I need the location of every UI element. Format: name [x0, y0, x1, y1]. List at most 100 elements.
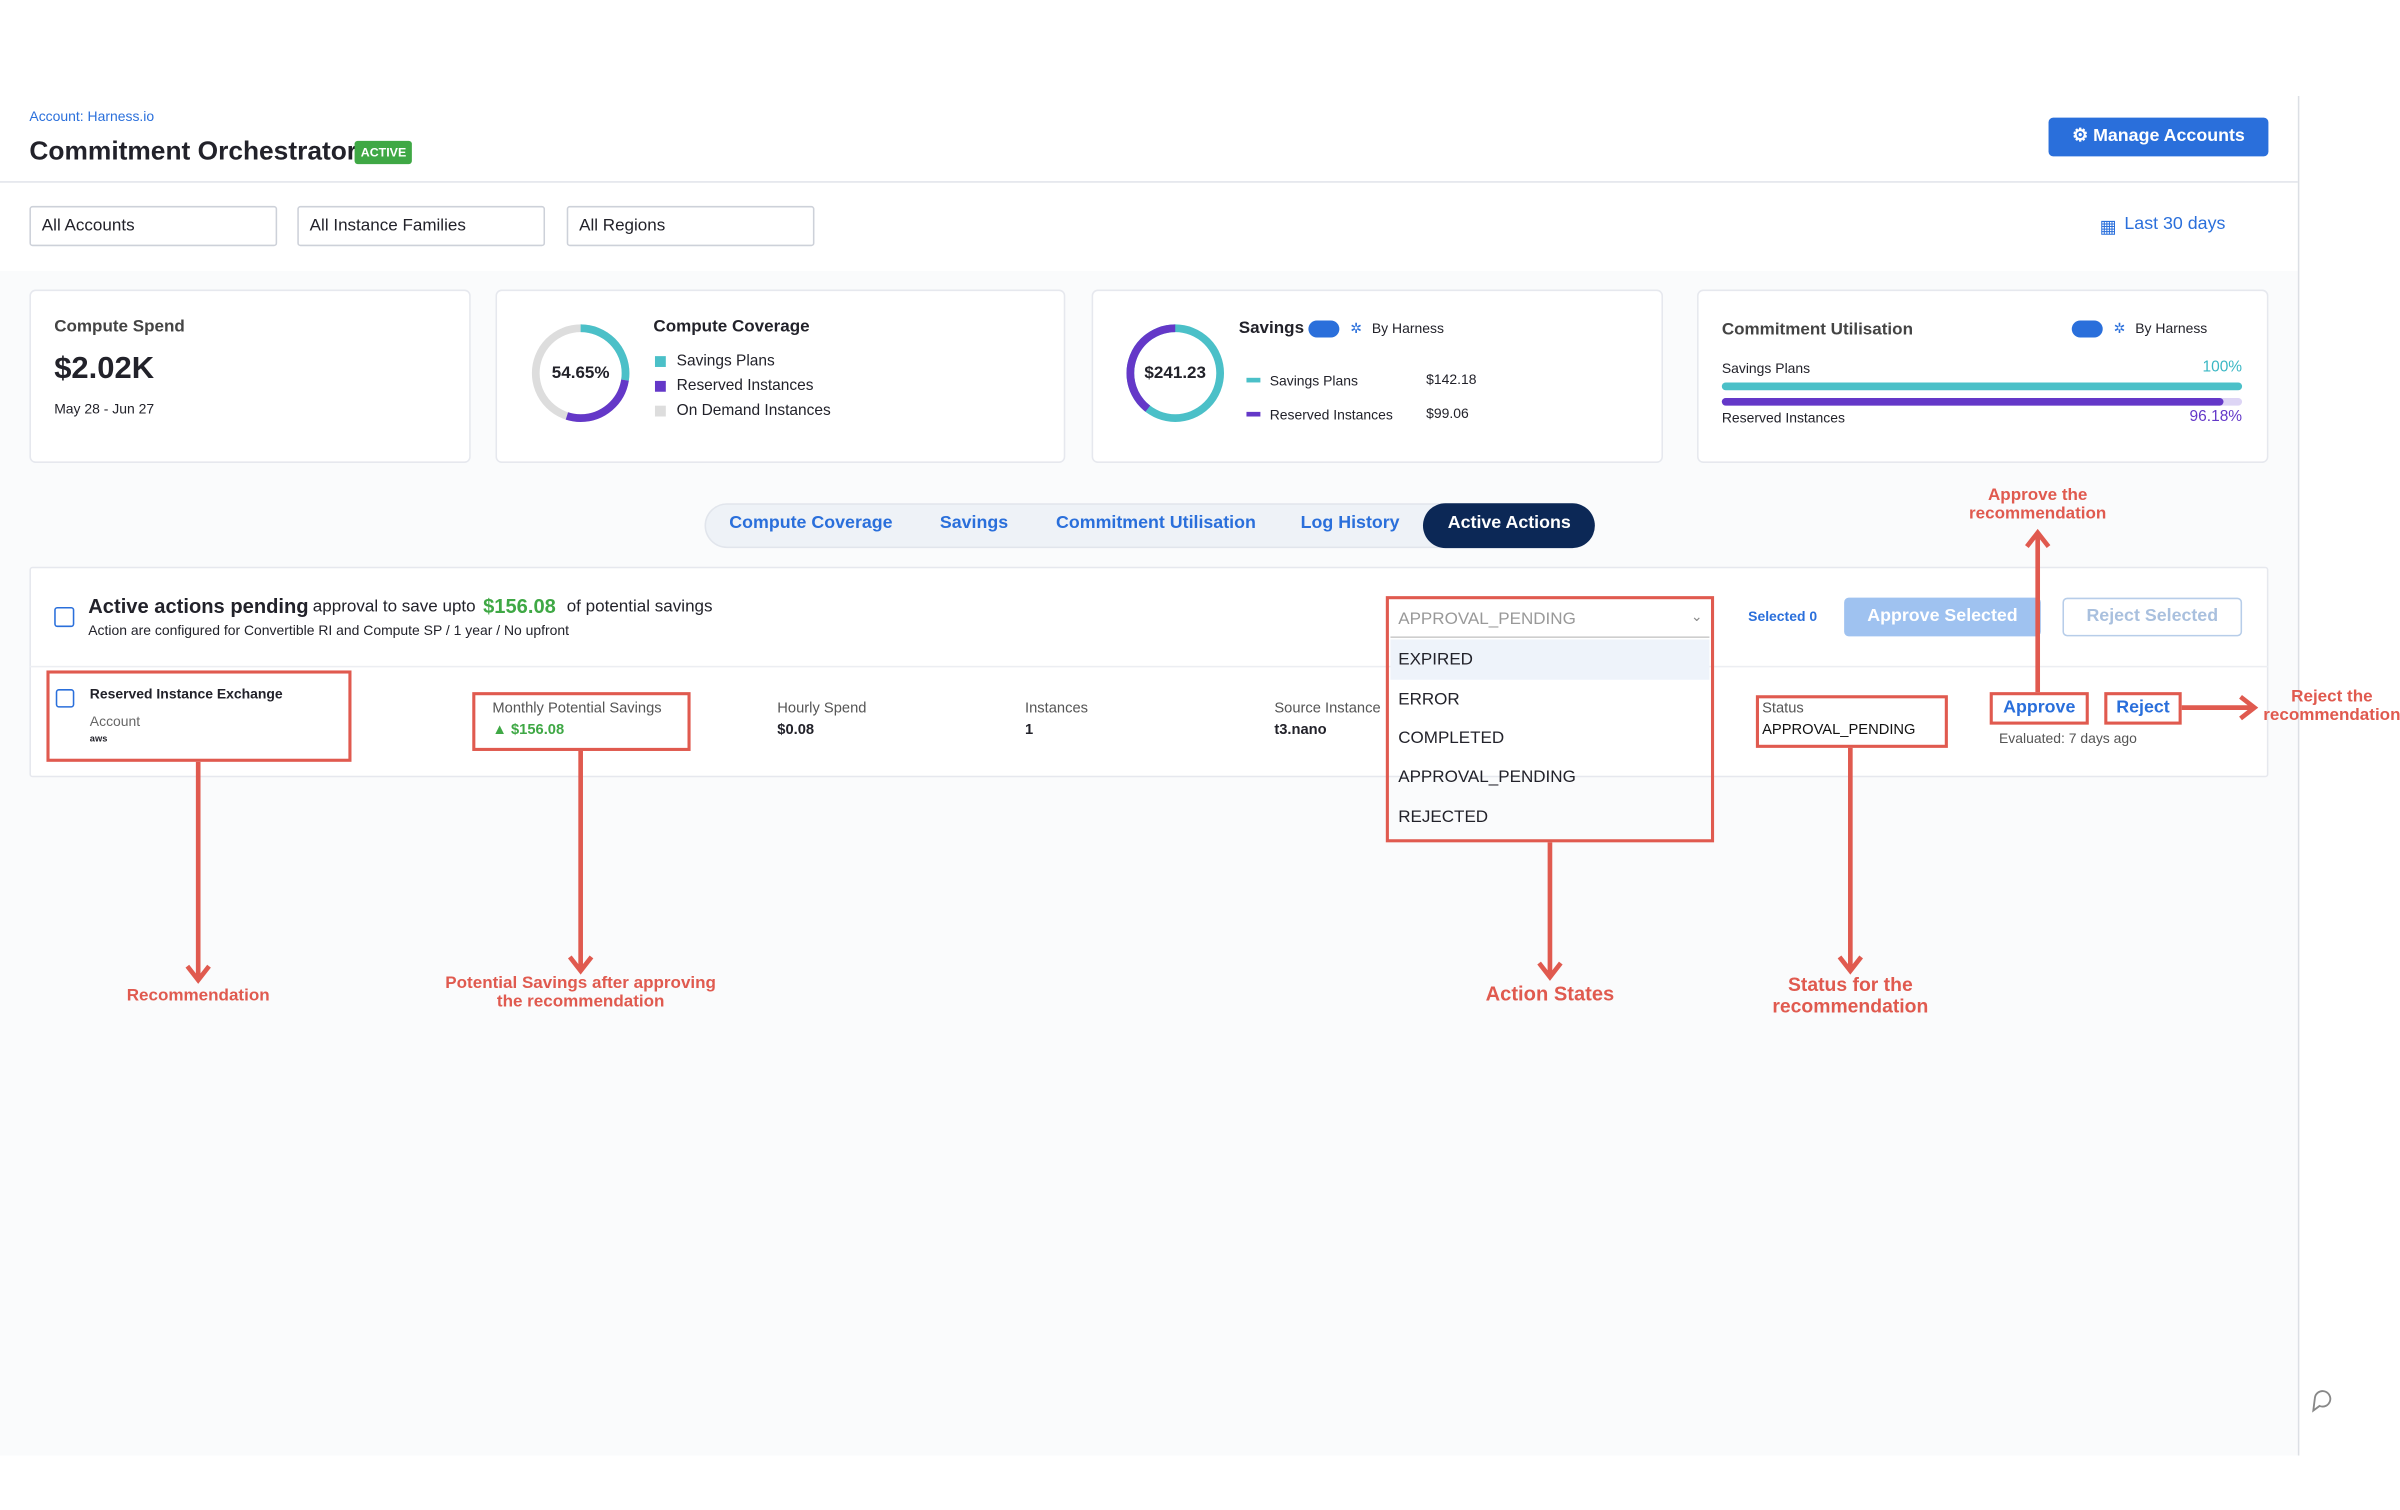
bar-label: Reserved Instances — [1721, 410, 1845, 426]
annotation: Reject the recommendation — [2263, 687, 2400, 725]
dropdown-option[interactable]: EXPIRED — [1398, 650, 1473, 669]
spend-card — [29, 289, 471, 463]
savings-card — [1091, 289, 1663, 463]
row-title: Reserved Instance Exchange — [89, 685, 283, 702]
column-label: Hourly Spend — [777, 699, 867, 717]
approve-button[interactable]: Approve — [1989, 692, 2089, 725]
legend-swatch — [1246, 377, 1261, 383]
bar-value: 96.18% — [2189, 408, 2243, 426]
evaluated-time: Evaluated: 7 days ago — [1998, 730, 2137, 747]
divider — [0, 181, 2298, 183]
legend-value: $142.18 — [1426, 371, 1477, 388]
tab[interactable]: Commitment Utilisation — [1056, 514, 1256, 533]
coverage-card — [495, 289, 1066, 463]
savings-amount: $156.08 — [483, 594, 556, 618]
date-range[interactable]: Last 30 days — [2124, 215, 2226, 234]
bar-value: 100% — [2202, 359, 2243, 377]
reject-button[interactable]: Reject — [2104, 692, 2182, 725]
highlight-box — [1755, 695, 1948, 748]
column-value: $0.08 — [777, 721, 815, 739]
column-label: Source Instance — [1274, 699, 1381, 717]
tab[interactable]: Log History — [1300, 514, 1400, 533]
annotation: Potential Savings after approving the re… — [445, 973, 716, 1012]
tab-active[interactable]: Active Actions — [1447, 514, 1571, 533]
annotation: Action States — [1485, 981, 1615, 1005]
row-account: Account — [89, 713, 141, 730]
status-badge: ACTIVE — [354, 140, 413, 165]
dropdown-option[interactable]: REJECTED — [1398, 808, 1489, 827]
card-period: May 28 - Jun 27 — [54, 401, 155, 417]
tab[interactable]: Compute Coverage — [729, 514, 893, 533]
select-all-checkbox[interactable] — [54, 606, 75, 628]
card-title: Compute Coverage — [653, 317, 810, 337]
card-title: Compute Spend — [54, 317, 185, 337]
donut-label: 54.65% — [551, 363, 610, 383]
content-bg — [0, 270, 2298, 1456]
annotation: Approve the recommendation — [1969, 486, 2107, 524]
dropdown-option[interactable]: COMPLETED — [1398, 729, 1505, 748]
date-icon: ▦ — [2099, 218, 2117, 237]
progress-bar — [1721, 397, 2224, 406]
progress-bar — [1721, 382, 2243, 391]
dropdown-option[interactable]: APPROVAL_PENDING — [1398, 768, 1576, 787]
legend-value: $99.06 — [1426, 405, 1469, 422]
actions-heading: Active actions pending — [88, 594, 309, 618]
option-highlight — [1390, 639, 1710, 680]
button-label: Manage Accounts — [2093, 126, 2245, 146]
highlight-box — [472, 692, 691, 751]
savings-donut — [1126, 324, 1225, 422]
bar-label: Savings Plans — [1721, 360, 1811, 377]
active-tab-bg — [1422, 503, 1595, 549]
card-value: $2.02K — [54, 351, 155, 386]
highlight-box — [1385, 596, 1715, 843]
toggle[interactable] — [2071, 320, 2103, 338]
status-value: APPROVAL_PENDING — [1762, 721, 1916, 739]
annotation: Recommendation — [126, 986, 270, 1005]
card-title: Commitment Utilisation — [1721, 320, 1913, 340]
card-title: Savings — [1238, 318, 1305, 338]
manage-accounts-button[interactable]: ⚙ Manage Accounts — [2048, 117, 2269, 157]
coverage-donut — [531, 324, 630, 422]
toggle[interactable] — [1308, 320, 1340, 338]
highlight-box — [46, 670, 352, 762]
reject-selected-button[interactable]: Reject Selected — [2062, 597, 2243, 637]
account-filter[interactable]: All Accounts — [29, 205, 278, 247]
legend-swatch — [654, 356, 666, 367]
by-harness: By Harness — [2135, 320, 2208, 337]
actions-text: approval to save upto — [312, 597, 476, 617]
approve-selected-button[interactable]: Approve Selected — [1844, 597, 2041, 637]
divider — [2297, 96, 2300, 1456]
tab[interactable]: Savings — [939, 514, 1009, 533]
region-filter[interactable]: All Regions — [566, 205, 815, 247]
legend-label: Reserved Instances — [676, 377, 814, 395]
status-dropdown[interactable]: APPROVAL_PENDING — [1390, 601, 1710, 638]
legend-label: Savings Plans — [1269, 373, 1359, 389]
dropdown-option[interactable]: ERROR — [1398, 690, 1460, 710]
family-filter[interactable]: All Instance Families — [297, 205, 546, 247]
legend-label: On Demand Instances — [676, 402, 831, 420]
legend-label: Reserved Instances — [1269, 407, 1393, 423]
actions-subtitle: Action are configured for Convertible RI… — [88, 622, 570, 638]
legend-label: Savings Plans — [676, 353, 775, 371]
row-checkbox[interactable] — [55, 689, 75, 708]
donut-label: $241.23 — [1144, 363, 1207, 383]
legend-swatch — [1246, 411, 1261, 417]
column-label: Instances — [1025, 699, 1089, 717]
legend-swatch — [654, 380, 666, 392]
annotation: Status for the recommendation — [1772, 973, 1929, 1018]
column-value: t3.nano — [1274, 721, 1327, 739]
page-title: Commitment Orchestrator — [29, 136, 358, 166]
legend-swatch — [654, 405, 666, 417]
status-label: Status — [1762, 699, 1804, 717]
divider — [29, 665, 2269, 668]
account-link[interactable]: Account: Harness.io — [29, 108, 155, 124]
column-value: $156.08 — [510, 721, 565, 739]
actions-text: of potential savings — [566, 597, 713, 617]
selected-count: Selected 0 — [1748, 608, 1818, 625]
column-label: Monthly Potential Savings — [492, 699, 662, 717]
by-harness: By Harness — [1371, 320, 1444, 337]
column-value: 1 — [1025, 721, 1034, 739]
